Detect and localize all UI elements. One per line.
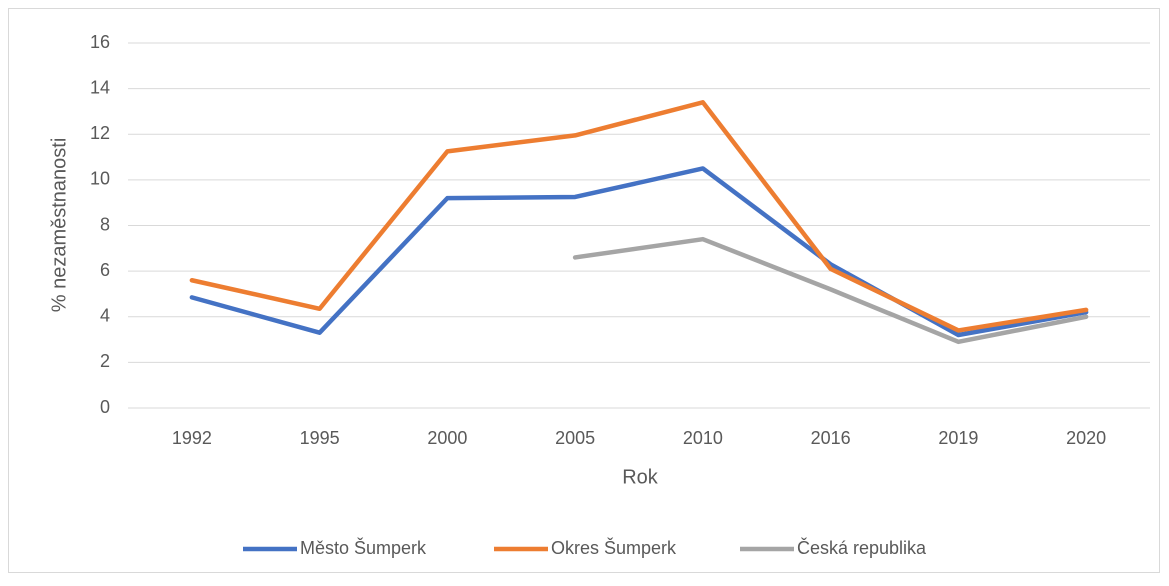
y-tick-label: 10 <box>90 169 110 189</box>
y-tick-label: 8 <box>100 214 110 234</box>
y-tick-label: 6 <box>100 260 110 280</box>
y-tick-label: 2 <box>100 351 110 371</box>
series-line <box>189 100 1089 333</box>
x-axis-label: Rok <box>622 466 659 488</box>
chart-frame <box>8 8 1160 573</box>
legend-label: Česká republika <box>797 537 927 558</box>
legend-label: Okres Šumperk <box>551 537 677 558</box>
series-line <box>189 166 1089 338</box>
legend-label: Město Šumperk <box>300 537 427 558</box>
series-line <box>572 236 1089 345</box>
y-tick-label: 14 <box>90 77 110 97</box>
x-tick-label: 2020 <box>1066 428 1106 448</box>
x-tick-label: 2019 <box>938 428 978 448</box>
y-tick-label: 16 <box>90 32 110 52</box>
y-tick-label: 0 <box>100 397 110 417</box>
x-tick-label: 1992 <box>172 428 212 448</box>
x-tick-label: 2000 <box>427 428 467 448</box>
x-tick-label: 1995 <box>300 428 340 448</box>
x-tick-label: 2016 <box>811 428 851 448</box>
x-tick-label: 2010 <box>683 428 723 448</box>
x-tick-label: 2005 <box>555 428 595 448</box>
y-axis-label: % nezaměstnanosti <box>48 138 70 313</box>
y-tick-label: 4 <box>100 306 110 326</box>
y-tick-label: 12 <box>90 123 110 143</box>
